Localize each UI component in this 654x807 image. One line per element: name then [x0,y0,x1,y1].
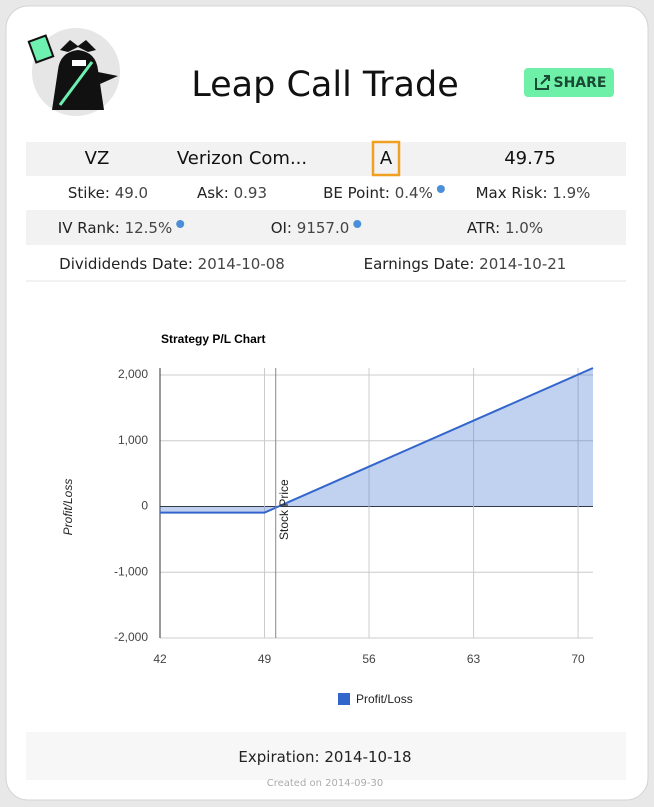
expiration-value: 2014-10-18 [324,748,411,766]
footer-bg [26,732,626,780]
cell: 49.75 [504,148,556,169]
cell-value: 1.0% [505,219,543,237]
cell: A [380,148,393,169]
legend-swatch [338,693,350,705]
cell: BE Point: 0.4% [323,184,433,202]
y-tick-label: 2,000 [118,367,148,381]
cell-label: IV Rank: [58,219,120,237]
x-tick-label: 70 [571,652,585,666]
cell: Ask: 0.93 [197,184,267,202]
title: Leap Call Trade [191,65,459,105]
cell: Verizon Com... [177,148,307,169]
cell-label: Stike: [68,184,110,202]
share-label[interactable]: SHARE [554,75,607,91]
cell-label: Ask: [197,184,229,202]
y-tick-label: 0 [141,499,148,513]
cell: IV Rank: 12.5% [58,219,172,237]
cell: Earnings Date: 2014-10-21 [364,255,567,273]
expiration-label: Expiration: [238,748,319,766]
cell-value: 0.93 [234,184,267,202]
cell-value: 9157.0 [297,219,350,237]
x-tick-label: 63 [467,652,481,666]
cell: VZ [85,148,110,169]
cell: Stike: 49.0 [68,184,148,202]
cell-value: 2014-10-08 [198,255,285,273]
info-icon [353,220,362,228]
cell: OI: 9157.0 [271,219,350,237]
cell-label: Max Risk: [476,184,548,202]
cell-value: 2014-10-21 [479,255,566,273]
area [160,368,593,513]
cell-value: 12.5% [125,219,173,237]
line [160,367,594,514]
y-tick-label: 1,000 [118,433,148,447]
x-tick-label: 49 [258,652,272,666]
y-tick-label: -1,000 [114,564,148,578]
cell-value: 49.0 [115,184,148,202]
y-axis-label: Profit/Loss [61,479,75,536]
y-tick-label: -2,000 [114,630,148,644]
cell-label: Divididends Date: [59,255,193,273]
x-tick-label: 56 [362,652,376,666]
share-button[interactable]: SHARE [524,68,614,97]
created: Created on 2014-09-30 [267,778,384,789]
cell: ATR: 1.0% [467,219,543,237]
cell-label: ATR: [467,219,500,237]
cell-value: 1.9% [552,184,590,202]
cell: Divididends Date: 2014-10-08 [59,255,285,273]
annotation-text: Stock Price [277,479,291,540]
cell: Max Risk: 1.9% [476,184,591,202]
cell-value: 0.4% [395,184,433,202]
info-icon [436,185,445,193]
cell-label: OI: [271,219,292,237]
info-icon [176,220,185,228]
legend-label: Profit/Loss [356,692,413,706]
cell-label: BE Point: [323,184,390,202]
chart-title: Strategy P/L Chart [161,332,265,346]
logo [27,28,120,116]
info-table [26,140,626,282]
cell-label: Earnings Date: [364,255,475,273]
expiration: Expiration: 2014-10-18 [238,748,411,766]
x-tick-label: 42 [153,652,167,666]
